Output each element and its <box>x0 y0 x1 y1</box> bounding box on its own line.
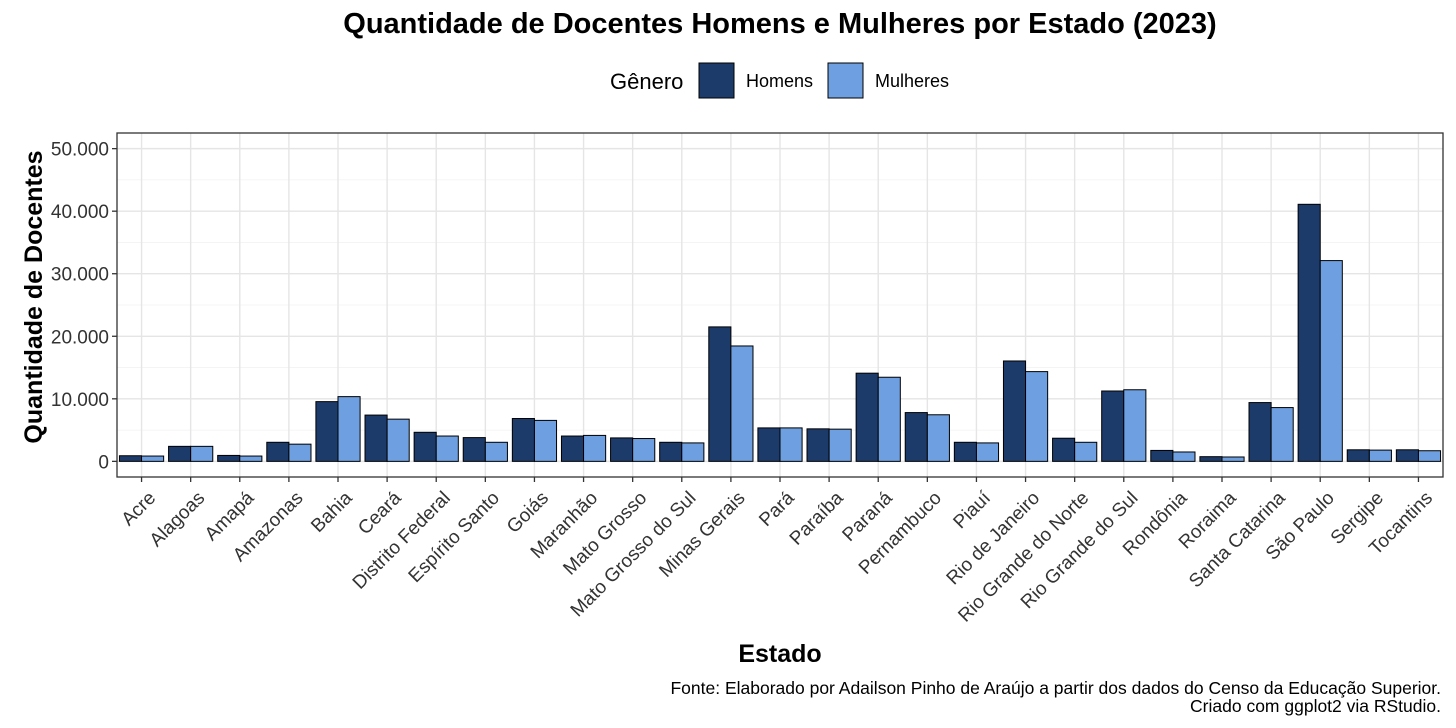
bar-mulheres-21 <box>1172 451 1196 462</box>
bar-homens-19 <box>1052 437 1076 462</box>
bar-homens-24 <box>1297 203 1321 462</box>
bar-mulheres-12 <box>730 345 754 462</box>
bar-homens-25 <box>1346 449 1370 462</box>
y-axis-title: Quantidade de Docentes <box>20 150 48 443</box>
bar-mulheres-3 <box>288 443 312 462</box>
bar-mulheres-19 <box>1074 441 1098 462</box>
bar-homens-11 <box>659 441 683 462</box>
y-tick-label: 20.000 <box>51 327 109 348</box>
x-tick-label: Alagoas <box>146 488 209 551</box>
bar-homens-2 <box>217 454 241 462</box>
bar-mulheres-15 <box>877 376 901 462</box>
bar-mulheres-17 <box>975 442 1000 462</box>
x-tick-label: Minas Gerais <box>655 488 749 582</box>
bar-mulheres-8 <box>533 419 558 462</box>
bar-homens-6 <box>413 431 437 462</box>
bar-homens-5 <box>364 414 388 462</box>
y-tick-label: 0 <box>98 452 109 473</box>
bar-mulheres-2 <box>239 455 263 462</box>
bar-homens-14 <box>806 428 830 462</box>
bar-homens-9 <box>560 435 585 462</box>
bar-mulheres-1 <box>190 445 214 462</box>
bar-homens-26 <box>1395 449 1419 462</box>
bar-homens-12 <box>708 326 732 462</box>
bar-mulheres-5 <box>386 418 410 462</box>
y-tick-label: 30.000 <box>51 265 109 286</box>
bar-homens-0 <box>118 455 143 462</box>
bar-mulheres-7 <box>484 441 508 462</box>
bar-mulheres-11 <box>681 442 705 462</box>
bar-homens-3 <box>266 441 290 462</box>
bar-homens-21 <box>1150 449 1174 462</box>
legend: Gênero Homens Mulheres <box>610 62 949 99</box>
bar-mulheres-13 <box>779 427 803 462</box>
x-tick-label: Paraíba <box>786 487 848 549</box>
x-tick-label: Bahia <box>307 487 357 537</box>
y-tick-label: 10.000 <box>51 390 109 411</box>
y-axis: 0 10.000 20.000 30.000 40.000 50.000 <box>51 140 117 473</box>
caption-credit: Criado com ggplot2 via RStudio. <box>1190 696 1441 716</box>
legend-swatch-homens <box>698 62 735 99</box>
x-axis-title: Estado <box>738 640 821 668</box>
bar-homens-20 <box>1101 390 1125 462</box>
legend-title: Gênero <box>610 69 683 94</box>
bar-homens-10 <box>610 437 634 462</box>
caption-source: Fonte: Elaborado por Adailson Pinho de A… <box>670 678 1441 698</box>
bar-homens-15 <box>855 372 879 462</box>
x-tick-label: Acre <box>118 488 160 530</box>
bar-mulheres-4 <box>337 396 361 462</box>
y-tick-label: 50.000 <box>51 140 109 161</box>
bar-mulheres-23 <box>1270 407 1294 462</box>
legend-label-mulheres: Mulheres <box>875 71 949 91</box>
bar-mulheres-10 <box>632 438 656 462</box>
bar-mulheres-26 <box>1417 450 1442 462</box>
bar-homens-4 <box>315 401 339 462</box>
bar-mulheres-9 <box>583 434 607 462</box>
bar-homens-18 <box>1002 360 1027 462</box>
bar-homens-16 <box>904 412 928 462</box>
bar-mulheres-16 <box>926 414 950 462</box>
bar-homens-8 <box>511 418 535 462</box>
bar-mulheres-25 <box>1368 449 1392 462</box>
bar-homens-13 <box>757 427 781 462</box>
bar-homens-1 <box>168 445 192 462</box>
bar-mulheres-20 <box>1123 389 1147 462</box>
legend-label-homens: Homens <box>746 71 813 91</box>
y-tick-label: 40.000 <box>51 202 109 223</box>
bar-homens-22 <box>1199 456 1223 462</box>
bar-mulheres-14 <box>828 428 852 462</box>
bar-mulheres-24 <box>1319 260 1343 462</box>
bar-mulheres-6 <box>435 435 459 462</box>
bar-homens-23 <box>1248 402 1272 462</box>
bar-mulheres-18 <box>1025 371 1049 462</box>
gridlines <box>117 133 1443 477</box>
bar-homens-17 <box>953 441 977 462</box>
bar-homens-7 <box>462 437 486 462</box>
bars <box>118 203 1442 462</box>
x-tick-label: Piauí <box>950 487 996 533</box>
chart-title: Quantidade de Docentes Homens e Mulheres… <box>343 8 1216 40</box>
legend-swatch-mulheres <box>827 62 864 99</box>
bar-mulheres-22 <box>1221 456 1245 462</box>
bar-mulheres-0 <box>141 455 165 462</box>
x-tick-label: Pará <box>755 487 799 531</box>
